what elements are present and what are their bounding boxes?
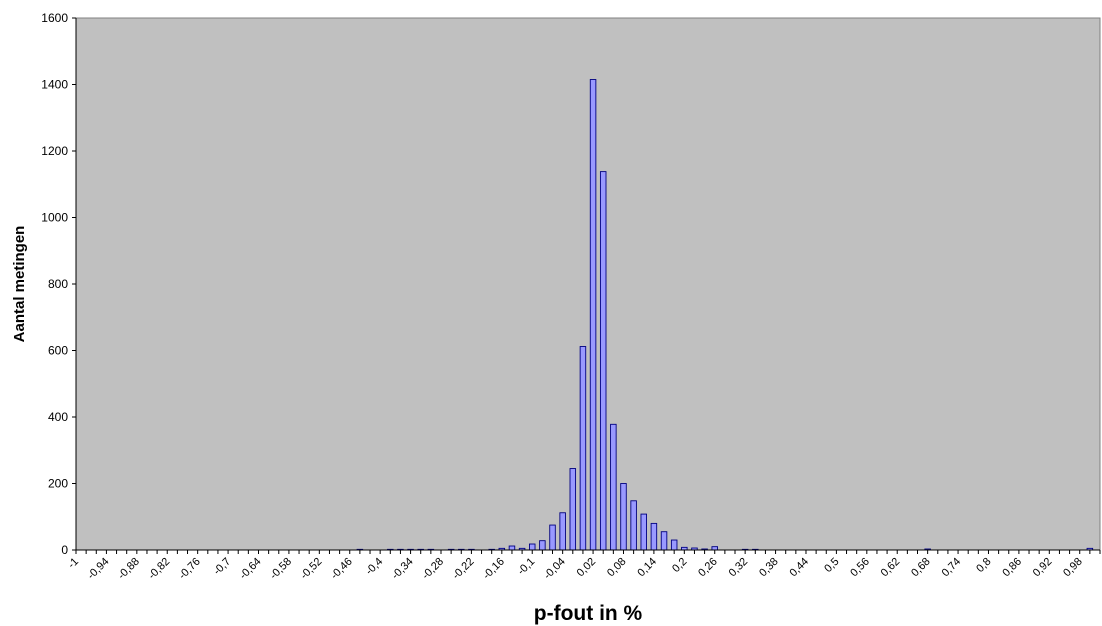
histogram-bar <box>670 539 678 551</box>
x-axis-ticks: -1 -0,94 -0,88 -0,82 -0,76 -0,7 -0,64 -0,58 -0,5… <box>66 550 1101 582</box>
x-tick-label: -0,46 <box>329 556 355 582</box>
y-tick-label: 0 <box>61 543 68 557</box>
plot-area <box>75 17 1101 551</box>
histogram-bar <box>620 483 627 551</box>
x-tick-label: 0,02 <box>575 556 599 580</box>
y-tick-label: 1600 <box>41 11 68 25</box>
x-tick-label: -0,94 <box>85 556 111 582</box>
x-tick-label: -0,22 <box>450 556 476 582</box>
x-tick-label: 0,14 <box>635 556 659 580</box>
histogram-bar <box>650 522 658 551</box>
x-tick-label: 0,62 <box>879 556 903 580</box>
x-tick-label: -0,16 <box>481 556 507 582</box>
histogram-bar <box>579 346 587 551</box>
histogram-bar <box>630 500 637 551</box>
x-tick-label: -0,7 <box>211 556 233 578</box>
x-tick-label: -0,1 <box>515 556 537 578</box>
histogram-bar <box>640 513 647 551</box>
histogram-bar <box>539 540 546 551</box>
x-tick-label: 0,2 <box>670 556 689 575</box>
x-tick-label: -0,64 <box>237 556 263 582</box>
x-tick-label: -1 <box>66 556 81 571</box>
x-tick-label: 0,98 <box>1061 556 1085 580</box>
x-tick-label: 0,44 <box>787 556 811 580</box>
x-tick-label: -0,04 <box>542 556 568 582</box>
x-tick-label: -0,52 <box>298 556 324 582</box>
x-tick-label: 0,8 <box>974 556 993 575</box>
histogram-bar <box>569 468 577 551</box>
y-axis-title: Aantal metingen <box>11 226 28 343</box>
x-tick-label: 0,38 <box>757 556 781 580</box>
y-tick-label: 200 <box>48 477 68 491</box>
x-tick-label: 0,86 <box>1000 556 1024 580</box>
x-tick-label: -0,4 <box>363 556 385 578</box>
bar-series <box>356 79 1094 551</box>
x-tick-label: -0,58 <box>268 556 294 582</box>
y-tick-label: 1200 <box>41 144 68 158</box>
y-tick-label: 1400 <box>41 78 68 92</box>
x-tick-label: -0,76 <box>177 556 203 582</box>
y-tick-label: 1000 <box>41 211 68 225</box>
x-tick-label: 0,92 <box>1031 556 1055 580</box>
y-axis-ticks: 0 200 400 600 800 1000 1200 1400 1600 <box>41 11 76 557</box>
x-tick-label: -0,34 <box>390 556 416 582</box>
x-tick-label: 0,32 <box>727 556 751 580</box>
x-tick-label: 0,74 <box>940 556 964 580</box>
histogram-bar <box>559 512 566 551</box>
histogram-bar <box>508 545 516 551</box>
histogram-bar <box>549 524 556 551</box>
x-tick-label: 0,5 <box>822 556 841 575</box>
x-tick-label: 0,26 <box>696 556 720 580</box>
x-tick-label: -0,88 <box>116 556 142 582</box>
histogram-bar <box>589 79 597 551</box>
x-tick-label: 0,08 <box>605 556 629 580</box>
histogram-bar <box>529 543 536 551</box>
y-tick-label: 400 <box>48 410 68 424</box>
x-tick-label: -0,28 <box>420 556 446 582</box>
histogram-bar <box>599 171 607 551</box>
histogram-bar <box>610 423 617 551</box>
x-tick-label: -0,82 <box>146 556 172 582</box>
y-tick-label: 800 <box>48 277 68 291</box>
x-tick-label: 0,68 <box>909 556 933 580</box>
x-tick-label: 0,56 <box>848 556 872 580</box>
x-axis-title: p-fout in % <box>534 602 643 625</box>
histogram-bar <box>660 531 668 551</box>
y-tick-label: 600 <box>48 344 68 358</box>
